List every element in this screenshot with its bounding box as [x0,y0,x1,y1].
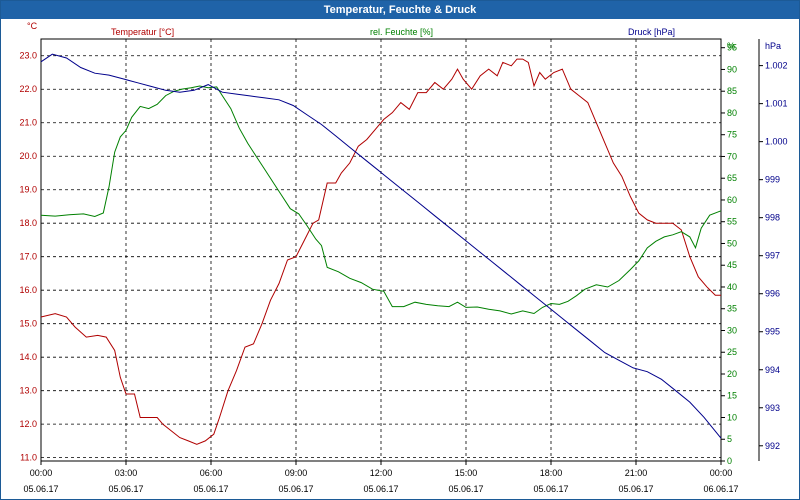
pressure-tick-label: 992 [765,441,780,451]
x-tick-label-date: 05.06.17 [278,484,313,494]
x-tick-label-date: 06.06.17 [703,484,738,494]
temperature-tick-label: 16.0 [19,285,37,295]
temperature-tick-label: 15.0 [19,319,37,329]
pressure-axis-title: Druck [hPa] [628,27,675,37]
humidity-axis-title: rel. Feuchte [%] [370,27,433,37]
humidity-tick-label: 15 [727,391,737,401]
humidity-tick-label: 60 [727,195,737,205]
humidity-tick-label: 10 [727,412,737,422]
humidity-tick-label: 40 [727,282,737,292]
pressure-tick-label: 997 [765,251,780,261]
x-tick-label-time: 15:00 [455,468,478,478]
temperature-tick-label: 19.0 [19,185,37,195]
temperature-tick-label: 17.0 [19,252,37,262]
pressure-tick-label: 1.002 [765,61,788,71]
humidity-tick-label: 90 [727,64,737,74]
x-tick-label-date: 05.06.17 [108,484,143,494]
humidity-tick-label: 85 [727,86,737,96]
x-tick-label-time: 03:00 [115,468,138,478]
x-tick-label-date: 05.06.17 [618,484,653,494]
humidity-tick-label: 80 [727,108,737,118]
x-tick-label-date: 05.06.17 [363,484,398,494]
temperature-tick-label: 20.0 [19,151,37,161]
x-tick-label-date: 05.06.17 [23,484,58,494]
humidity-tick-label: 5 [727,434,732,444]
pressure-tick-label: 994 [765,365,780,375]
temperature-tick-label: 22.0 [19,84,37,94]
pressure-tick-label: 993 [765,403,780,413]
humidity-tick-label: 20 [727,369,737,379]
temperature-tick-label: 13.0 [19,386,37,396]
chart-title: Temperatur, Feuchte & Druck [1,1,799,19]
humidity-tick-label: 65 [727,173,737,183]
x-tick-label-time: 18:00 [540,468,563,478]
pressure-tick-label: 998 [765,213,780,223]
x-tick-label-time: 06:00 [200,468,223,478]
x-tick-label-time: 12:00 [370,468,393,478]
x-tick-label-time: 00:00 [30,468,53,478]
humidity-tick-label: 25 [727,347,737,357]
temperature-tick-label: 12.0 [19,419,37,429]
pressure-tick-label: 996 [765,289,780,299]
humidity-tick-label: 50 [727,238,737,248]
series-line-temperature [40,58,721,445]
humidity-tick-label: 30 [727,325,737,335]
x-tick-label-date: 05.06.17 [193,484,228,494]
temperature-tick-label: 21.0 [19,118,37,128]
pressure-tick-label: 1.000 [765,137,788,147]
temperature-tick-label: 23.0 [19,51,37,61]
humidity-unit-label: % [727,41,735,51]
x-tick-label-time: 00:00 [710,468,733,478]
x-tick-label-time: 21:00 [625,468,648,478]
temperature-tick-label: 18.0 [19,218,37,228]
x-tick-label-date: 05.06.17 [448,484,483,494]
x-tick-label-date: 05.06.17 [533,484,568,494]
humidity-tick-label: 45 [727,260,737,270]
series-line-humidity [40,85,722,315]
humidity-tick-label: 95 [727,43,737,53]
temperature-unit-label: °C [27,21,38,31]
humidity-tick-label: 0 [727,456,732,466]
temperature-tick-label: 14.0 [19,352,37,362]
temperature-axis-title: Temperatur [°C] [111,27,174,37]
humidity-tick-label: 35 [727,304,737,314]
humidity-tick-label: 55 [727,217,737,227]
pressure-tick-label: 995 [765,327,780,337]
pressure-tick-label: 1.001 [765,99,788,109]
pressure-unit-label: hPa [765,41,781,51]
chart-plot: 00:00 05.06.17 03:00 05.06.17 06:00 05.06.17 0… [19,21,788,494]
humidity-tick-label: 75 [727,130,737,140]
temperature-tick-label: 11.0 [20,453,37,463]
x-tick-label-time: 09:00 [285,468,308,478]
series-line-pressure [40,53,722,439]
pressure-tick-label: 999 [765,175,780,185]
humidity-tick-label: 70 [727,151,737,161]
